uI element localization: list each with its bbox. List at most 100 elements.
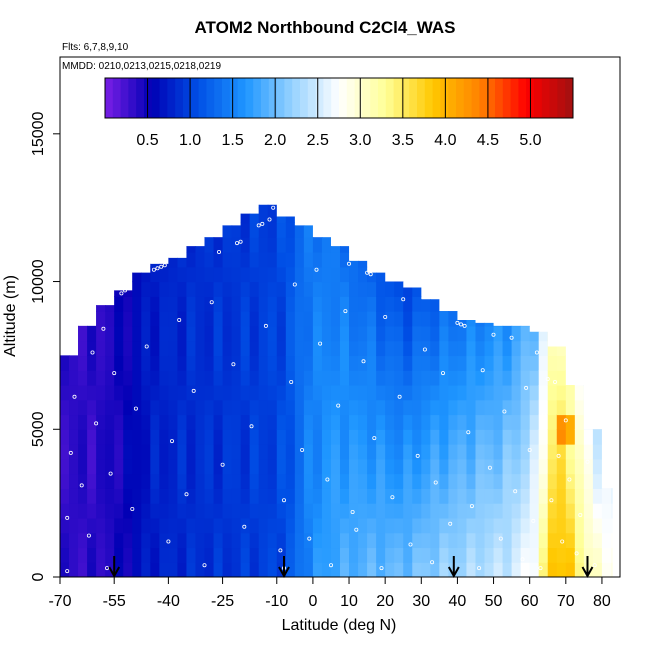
colorbar-tick-label: 5.0 bbox=[519, 132, 541, 149]
heatmap-cell bbox=[493, 488, 504, 504]
heatmap-cell bbox=[330, 281, 341, 297]
heatmap-cell bbox=[276, 296, 287, 312]
heatmap-cell bbox=[276, 547, 287, 563]
heatmap-cell bbox=[421, 473, 431, 489]
heatmap-cell bbox=[186, 547, 197, 563]
heatmap-cell bbox=[538, 488, 549, 504]
heatmap-cell bbox=[502, 311, 513, 327]
heatmap-cell bbox=[276, 311, 287, 327]
heatmap-cell bbox=[394, 252, 404, 268]
sample-point bbox=[574, 551, 579, 556]
heatmap-cell bbox=[430, 311, 440, 327]
heatmap-cell bbox=[511, 444, 522, 460]
heatmap-cell bbox=[430, 384, 440, 401]
heatmap-cell bbox=[276, 207, 287, 224]
heatmap-cell bbox=[547, 517, 558, 534]
heatmap-cell bbox=[556, 488, 567, 504]
heatmap-cell bbox=[177, 355, 188, 371]
heatmap-cell bbox=[484, 414, 495, 430]
heatmap-cell bbox=[529, 532, 540, 549]
heatmap-cell bbox=[330, 547, 341, 563]
heatmap-cell bbox=[547, 207, 558, 224]
heatmap-cell bbox=[159, 503, 169, 519]
heatmap-cell bbox=[267, 562, 278, 577]
colorbar-segment bbox=[214, 78, 223, 118]
heatmap-cell bbox=[601, 488, 612, 504]
heatmap-cell bbox=[132, 370, 142, 386]
heatmap-cell bbox=[114, 237, 124, 253]
colorbar-segment bbox=[448, 78, 457, 118]
heatmap-cell bbox=[123, 399, 133, 416]
heatmap-cell bbox=[376, 340, 386, 357]
heatmap-cell bbox=[340, 325, 350, 342]
heatmap-cell bbox=[195, 340, 206, 357]
heatmap-cell bbox=[565, 311, 576, 327]
heatmap-cell bbox=[610, 458, 613, 475]
heatmap-cell bbox=[439, 532, 449, 549]
heatmap-cell bbox=[303, 204, 314, 209]
heatmap-cell bbox=[610, 296, 613, 312]
heatmap-cell bbox=[502, 444, 513, 460]
heatmap-cell bbox=[78, 503, 88, 519]
sample-point bbox=[105, 566, 110, 571]
heatmap-cell bbox=[231, 340, 242, 357]
heatmap-cell bbox=[204, 517, 215, 534]
heatmap-cell bbox=[285, 488, 296, 504]
heatmap-cell bbox=[421, 296, 431, 312]
heatmap-cell bbox=[276, 340, 287, 357]
heatmap-cell bbox=[484, 384, 495, 401]
heatmap-cell bbox=[222, 370, 233, 386]
heatmap-cell bbox=[583, 237, 594, 253]
x-axis: -70 -55 -40 -25 -10 0 10 20 30 40 50 60 70 80 bbox=[48, 577, 611, 610]
sample-point bbox=[509, 335, 514, 340]
heatmap-cell bbox=[511, 429, 522, 445]
heatmap-cell bbox=[565, 340, 576, 357]
heatmap-cell bbox=[294, 325, 305, 342]
heatmap-cell bbox=[358, 517, 368, 534]
heatmap-cell bbox=[96, 414, 106, 430]
sample-point bbox=[119, 291, 124, 296]
heatmap-cell bbox=[466, 325, 477, 342]
heatmap-cell bbox=[123, 222, 133, 238]
heatmap-cell bbox=[285, 325, 296, 342]
heatmap-cell bbox=[394, 488, 404, 504]
heatmap-cell bbox=[511, 207, 522, 224]
heatmap-cell bbox=[294, 562, 305, 577]
heatmap-cell bbox=[466, 370, 477, 386]
heatmap-cell bbox=[529, 562, 540, 577]
heatmap-cell bbox=[511, 547, 522, 563]
heatmap-cell bbox=[385, 517, 395, 534]
heatmap-cell bbox=[105, 266, 115, 283]
heatmap-cell bbox=[285, 355, 296, 371]
heatmap-cell bbox=[412, 222, 422, 238]
heatmap-cell bbox=[186, 281, 197, 297]
heatmap-cell bbox=[330, 532, 341, 549]
heatmap-cell bbox=[475, 281, 486, 297]
heatmap-cell bbox=[466, 429, 477, 445]
heatmap-cell bbox=[285, 266, 296, 283]
heatmap-cell bbox=[610, 340, 613, 357]
heatmap-cell bbox=[439, 281, 449, 297]
heatmap-cell bbox=[258, 384, 269, 401]
heatmap-cell bbox=[213, 458, 224, 475]
heatmap-cell bbox=[87, 355, 97, 371]
heatmap-cell bbox=[285, 340, 296, 357]
heatmap-cell bbox=[439, 488, 449, 504]
heatmap-cell bbox=[493, 296, 504, 312]
sample-point bbox=[585, 459, 590, 464]
heatmap-cell bbox=[285, 207, 296, 224]
heatmap-cell bbox=[303, 458, 314, 475]
heatmap-cell bbox=[249, 444, 260, 460]
heatmap-cell bbox=[96, 207, 106, 224]
heatmap-cell bbox=[105, 355, 115, 371]
heatmap-cell bbox=[394, 562, 404, 577]
heatmap-cell bbox=[493, 222, 504, 238]
arrow-marker bbox=[278, 556, 290, 579]
chart-title: ATOM2 Northbound C2Cl4_WAS bbox=[194, 18, 456, 37]
heatmap-cell bbox=[493, 252, 504, 268]
heatmap-cell bbox=[610, 414, 613, 430]
heatmap-cell bbox=[403, 207, 413, 224]
heatmap-cell bbox=[258, 370, 269, 386]
heatmap-cell bbox=[303, 252, 314, 268]
sample-point bbox=[397, 394, 402, 399]
